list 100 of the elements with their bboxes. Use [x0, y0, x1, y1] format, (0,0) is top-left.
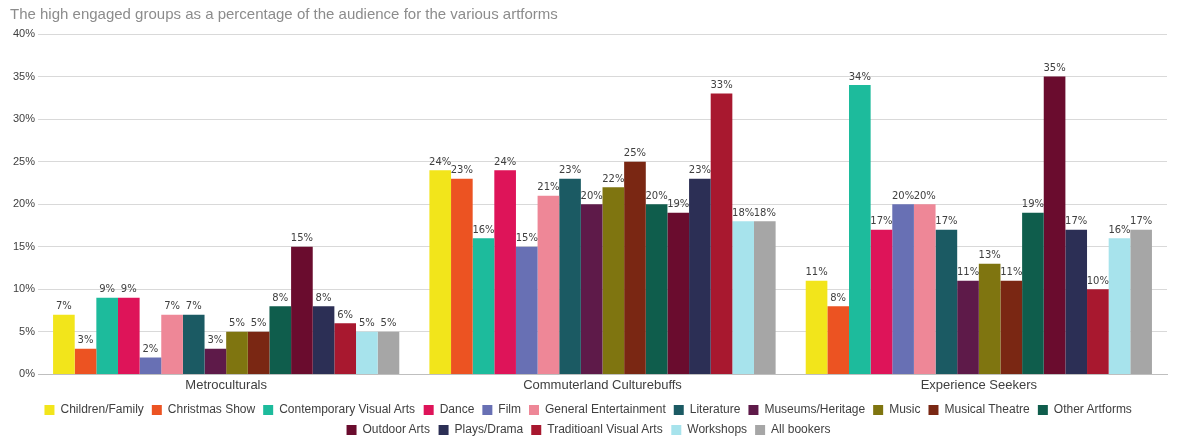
bar	[805, 280, 828, 374]
bar	[1108, 238, 1131, 374]
data-label: 8%	[272, 291, 289, 303]
y-tick-label: 10%	[12, 282, 36, 295]
bar	[753, 221, 776, 374]
bar	[870, 229, 893, 374]
bar	[226, 331, 248, 374]
legend-label: Other Artforms	[1053, 402, 1132, 417]
data-label: 33%	[710, 79, 733, 91]
y-tick-label: 0%	[19, 367, 36, 380]
bar	[827, 306, 849, 374]
bar	[182, 314, 205, 374]
data-label: 11%	[1000, 266, 1023, 278]
bar	[312, 306, 335, 374]
bar	[913, 204, 936, 374]
bar	[53, 314, 75, 374]
bar	[269, 306, 292, 374]
bar	[161, 314, 183, 374]
y-tick-label: 25%	[12, 154, 36, 167]
data-label: 5%	[380, 317, 397, 329]
data-label: 24%	[429, 155, 452, 167]
data-label: 11%	[805, 266, 828, 278]
bar	[377, 331, 400, 374]
data-label: 13%	[978, 249, 1001, 261]
data-label: 8%	[315, 291, 332, 303]
y-tick-label: 20%	[12, 197, 36, 210]
data-label: 24%	[494, 155, 517, 167]
legend-label: Literature	[689, 402, 741, 417]
legend-label: General Entertainment	[545, 402, 667, 417]
data-label: 21%	[537, 181, 560, 193]
bar	[451, 178, 473, 374]
data-label: 15%	[290, 232, 314, 244]
data-label: 5%	[250, 317, 267, 329]
bar	[117, 297, 140, 374]
data-label: 20%	[913, 189, 936, 201]
legend-label: Christmas Show	[167, 402, 256, 417]
data-label: 19%	[1021, 198, 1045, 210]
data-label: 35%	[1043, 62, 1066, 74]
bar	[429, 170, 452, 374]
bar	[139, 357, 162, 374]
data-label: 9%	[120, 283, 137, 295]
bar	[1065, 229, 1088, 374]
bar	[1022, 212, 1044, 374]
data-label: 3%	[77, 334, 94, 346]
bar	[689, 178, 711, 374]
bar	[96, 297, 118, 374]
data-label: 20%	[891, 189, 915, 201]
bar	[935, 229, 958, 374]
data-label: 15%	[515, 232, 538, 244]
data-label: 17%	[870, 215, 893, 227]
legend-label: Museums/Heritage	[764, 402, 866, 417]
y-tick-label: 5%	[19, 324, 36, 337]
bar	[978, 263, 1001, 374]
bar	[732, 221, 754, 374]
legend-label: Traditioanl Visual Arts	[547, 422, 663, 437]
bar	[356, 331, 378, 374]
bar	[291, 246, 313, 374]
legend-label: Film	[498, 402, 522, 417]
data-label: 20%	[645, 189, 668, 201]
y-tick-label: 40%	[12, 27, 36, 40]
bar	[1043, 76, 1066, 374]
y-tick-label: 35%	[12, 69, 36, 82]
data-label: 23%	[450, 164, 473, 176]
data-label: 34%	[848, 70, 871, 82]
data-label: 5%	[358, 317, 375, 329]
data-label: 17%	[935, 215, 958, 227]
data-label: 11%	[956, 266, 980, 278]
data-label: 7%	[164, 300, 181, 312]
data-label: 25%	[623, 147, 647, 159]
x-tick-label: Commuterland Culturebuffs	[523, 376, 683, 392]
bar	[494, 170, 516, 374]
x-tick-label: Metroculturals	[185, 376, 268, 392]
bar	[580, 204, 603, 374]
data-label: 7%	[55, 300, 72, 312]
bar	[204, 348, 227, 374]
data-label: 16%	[1108, 223, 1131, 235]
y-tick-label: 30%	[12, 112, 36, 125]
data-label: 18%	[753, 206, 776, 218]
chart-title: The high engaged groups as a percentage of the audience for the various artforms	[10, 5, 558, 23]
data-label: 7%	[185, 300, 202, 312]
data-label: 23%	[558, 164, 582, 176]
legend-label: Contemporary Visual Arts	[279, 402, 416, 417]
legend-label: Music	[889, 402, 921, 417]
bar	[1087, 289, 1109, 374]
legend-label: Plays/Drama	[454, 422, 524, 437]
bar	[74, 348, 97, 374]
bar	[602, 187, 625, 374]
data-label: 2%	[142, 342, 159, 354]
data-label: 8%	[830, 291, 847, 303]
legend-label: Outdoor Arts	[362, 422, 430, 437]
bar	[1000, 280, 1023, 374]
legend-label: Dance	[439, 402, 475, 417]
bar	[559, 178, 581, 374]
data-label: 22%	[602, 172, 625, 184]
data-label: 19%	[667, 198, 690, 210]
data-label: 10%	[1086, 274, 1109, 286]
bar	[645, 204, 668, 374]
data-label: 18%	[732, 206, 755, 218]
legend-label: All bookers	[771, 422, 831, 437]
bar	[849, 85, 871, 374]
